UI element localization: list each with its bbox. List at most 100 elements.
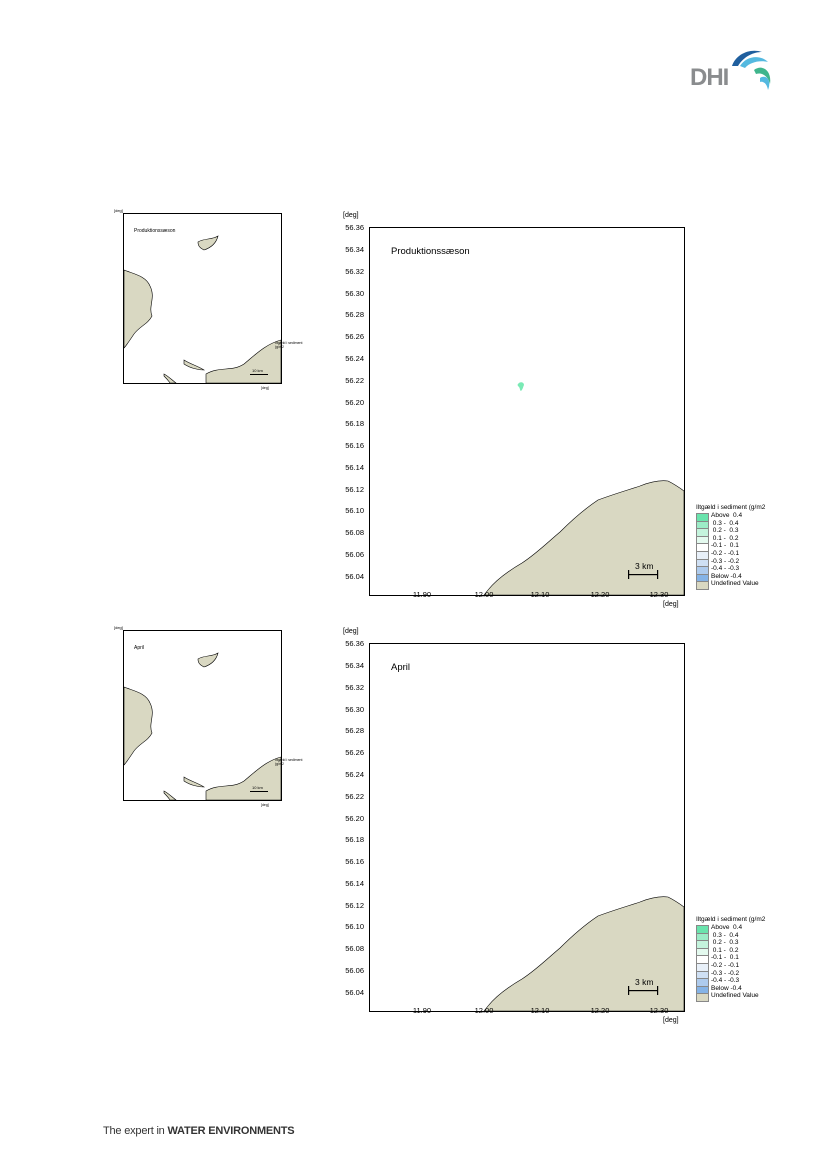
y-tick: 56.06	[345, 550, 364, 559]
legend-swatch	[696, 993, 709, 1003]
map-land-svg-1	[483, 382, 684, 595]
overview-legend-title: Iltgæld i sediment (g/m2	[275, 758, 303, 766]
overview-frame: April 10 km	[123, 630, 282, 801]
x-tick: 11.90	[412, 1006, 432, 1015]
legend-label: -0.4 - -0.3	[711, 565, 740, 573]
legend-label: Above 0.4	[711, 924, 743, 931]
green-patch	[517, 382, 524, 391]
logo-text: DHI	[690, 64, 729, 91]
overview-legend-title: Iltgæld i sediment (g/m2	[275, 341, 303, 349]
legend-label: -0.3 - -0.2	[711, 969, 740, 977]
y-tick: 56.06	[345, 966, 364, 975]
y-tick: 56.34	[345, 661, 364, 670]
y-tick: 56.26	[345, 748, 364, 757]
overview-unit-label: [deg]	[114, 208, 123, 213]
y-tick: 56.04	[345, 988, 364, 997]
y-unit-label: [deg]	[343, 212, 359, 219]
legend-label: -0.1 - 0.1	[711, 542, 739, 550]
y-tick: 56.14	[345, 879, 364, 888]
y-tick: 56.16	[345, 441, 364, 450]
x-tick: 12.00	[474, 590, 494, 599]
y-tick: 56.12	[345, 485, 364, 494]
x-unit-label: [deg]	[663, 1017, 679, 1024]
x-tick: 12.30	[649, 590, 669, 599]
y-tick: 56.32	[345, 683, 364, 692]
y-tick: 56.20	[345, 398, 364, 407]
x-tick: 11.90	[412, 590, 432, 599]
legend-label: Below -0.4	[711, 984, 742, 992]
overview-scale-label: 10 km	[252, 368, 263, 373]
y-tick: 56.16	[345, 857, 364, 866]
y-tick: 56.08	[345, 528, 364, 537]
y-tick: 56.18	[345, 419, 364, 428]
legend-label: -0.4 - -0.3	[711, 977, 740, 985]
x-unit-label: [deg]	[663, 601, 679, 608]
y-tick: 56.24	[345, 770, 364, 779]
overview-x-unit: [deg]	[261, 803, 269, 807]
overview-land-svg	[124, 235, 281, 383]
footer-emphasis: WATER ENVIRONMENTS	[167, 1125, 295, 1137]
legend-label: -0.2 - -0.1	[711, 550, 740, 557]
map-panel-2: [deg] April 3 km 56.36 56.34 56.32 56.30…	[330, 624, 790, 1034]
y-tick: 56.28	[345, 726, 364, 735]
legend-label: 0.3 - 0.4	[711, 519, 739, 527]
x-tick: 12.20	[590, 590, 610, 599]
overview-unit-label: [deg]	[114, 625, 123, 630]
y-tick: 56.10	[345, 922, 364, 931]
y-tick: 56.12	[345, 901, 364, 910]
legend-label: -0.3 - -0.2	[711, 557, 740, 565]
y-tick: 56.36	[345, 223, 364, 232]
legend-label: 0.3 - 0.4	[711, 931, 739, 939]
footer-prefix: The expert in	[103, 1125, 168, 1137]
map-frame-2: April 3 km	[369, 643, 685, 1012]
overview-map-2: [deg] April 10 km Iltgæld i sediment (g/…	[114, 625, 302, 815]
map-title-2: April	[391, 662, 411, 673]
legend-label: 0.1 - 0.2	[711, 946, 739, 954]
overview-land-svg	[124, 652, 281, 800]
legend-swatch	[696, 581, 709, 591]
overview-title: Produktionssæson	[134, 228, 176, 234]
x-tick: 12.00	[474, 1006, 494, 1015]
x-tick: 12.10	[530, 590, 550, 599]
y-tick: 56.10	[345, 506, 364, 515]
dhi-logo: DHI	[688, 44, 778, 94]
y-tick: 56.14	[345, 463, 364, 472]
scale-bar-label-1: 3 km	[635, 561, 654, 571]
legend-label: Above 0.4	[711, 512, 743, 519]
footer-tagline: The expert in WATER ENVIRONMENTS	[103, 1125, 295, 1137]
y-tick: 56.28	[345, 310, 364, 319]
y-tick: 56.18	[345, 835, 364, 844]
overview-frame: Produktionssæson 10 km	[123, 213, 282, 384]
map-panel-1: [deg] Produktionssæson 3 km 56.36 56.34 …	[330, 208, 790, 618]
legend-label: -0.1 - 0.1	[711, 954, 739, 962]
y-tick: 56.08	[345, 944, 364, 953]
y-tick: 56.22	[345, 792, 364, 801]
x-tick: 12.30	[649, 1006, 669, 1015]
legend-label: 0.2 - 0.3	[711, 527, 739, 535]
y-tick: 56.30	[345, 705, 364, 714]
overview-scale-label: 10 km	[252, 785, 263, 790]
legend-title: Iltgæld i sediment (g/m2	[696, 916, 766, 923]
legend-label: 0.2 - 0.3	[711, 939, 739, 947]
y-tick: 56.22	[345, 376, 364, 385]
overview-title: April	[134, 645, 145, 651]
x-tick: 12.20	[590, 1006, 610, 1015]
y-tick: 56.26	[345, 332, 364, 341]
y-unit-label: [deg]	[343, 628, 359, 635]
y-tick: 56.20	[345, 814, 364, 823]
overview-x-unit: [deg]	[261, 386, 269, 390]
legend-label: -0.2 - -0.1	[711, 962, 740, 969]
scale-bar-label-2: 3 km	[635, 977, 654, 987]
y-tick: 56.04	[345, 572, 364, 581]
legend-label: Undefined Value	[711, 992, 759, 1000]
y-tick: 56.30	[345, 289, 364, 298]
y-tick: 56.36	[345, 639, 364, 648]
legend-title: Iltgæld i sediment (g/m2	[696, 504, 766, 511]
legend-label: Below -0.4	[711, 572, 742, 580]
y-tick: 56.34	[345, 245, 364, 254]
y-tick: 56.24	[345, 354, 364, 363]
overview-map-1: [deg] Produktionssæson 10 km Iltgæld i s…	[114, 208, 302, 398]
legend-label: Undefined Value	[711, 580, 759, 588]
map-land-svg-2	[483, 896, 684, 1011]
legend-label: 0.1 - 0.2	[711, 534, 739, 542]
